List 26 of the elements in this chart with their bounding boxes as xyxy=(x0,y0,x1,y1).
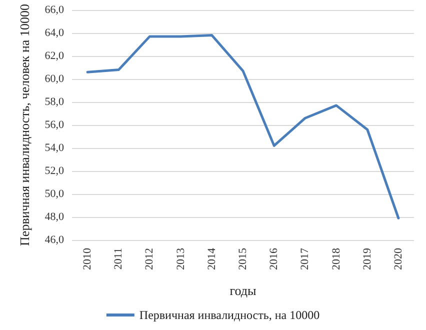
x-axis-title: годы xyxy=(230,283,257,298)
line-series xyxy=(86,34,400,220)
x-tick-label: 2020 xyxy=(392,248,404,270)
y-tick-label: 58,0 xyxy=(44,96,64,108)
y-tick-label: 62,0 xyxy=(44,50,64,62)
x-tick-label: 2011 xyxy=(112,248,125,270)
y-tick-label: 64,0 xyxy=(44,27,64,39)
y-tick-label: 50,0 xyxy=(44,188,64,200)
y-axis-title: Первичная инвалидность, человек на 10000 xyxy=(17,4,32,246)
x-tick-label: 2012 xyxy=(144,248,156,270)
x-tick-label: 2019 xyxy=(361,248,374,270)
x-tick-label: 2018 xyxy=(330,248,342,270)
legend-label: Первичная инвалидность, на 10000 xyxy=(139,308,320,322)
y-tick-label: 52,0 xyxy=(44,165,64,177)
x-tick-label: 2015 xyxy=(237,248,249,270)
x-tick-label: 2017 xyxy=(299,248,312,270)
y-tick-label: 46,0 xyxy=(44,234,64,246)
y-tick-label: 66,0 xyxy=(44,4,64,16)
x-tick-label: 2013 xyxy=(174,248,187,270)
y-tick-label: 48,0 xyxy=(44,211,64,223)
y-tick-label: 60,0 xyxy=(44,73,64,85)
y-tick-label: 54,0 xyxy=(44,142,64,154)
x-tick-label: 2010 xyxy=(82,248,94,270)
x-tick-label: 2016 xyxy=(268,248,280,270)
y-tick-label: 56,0 xyxy=(44,119,64,131)
x-tick-label: 2014 xyxy=(206,248,218,270)
